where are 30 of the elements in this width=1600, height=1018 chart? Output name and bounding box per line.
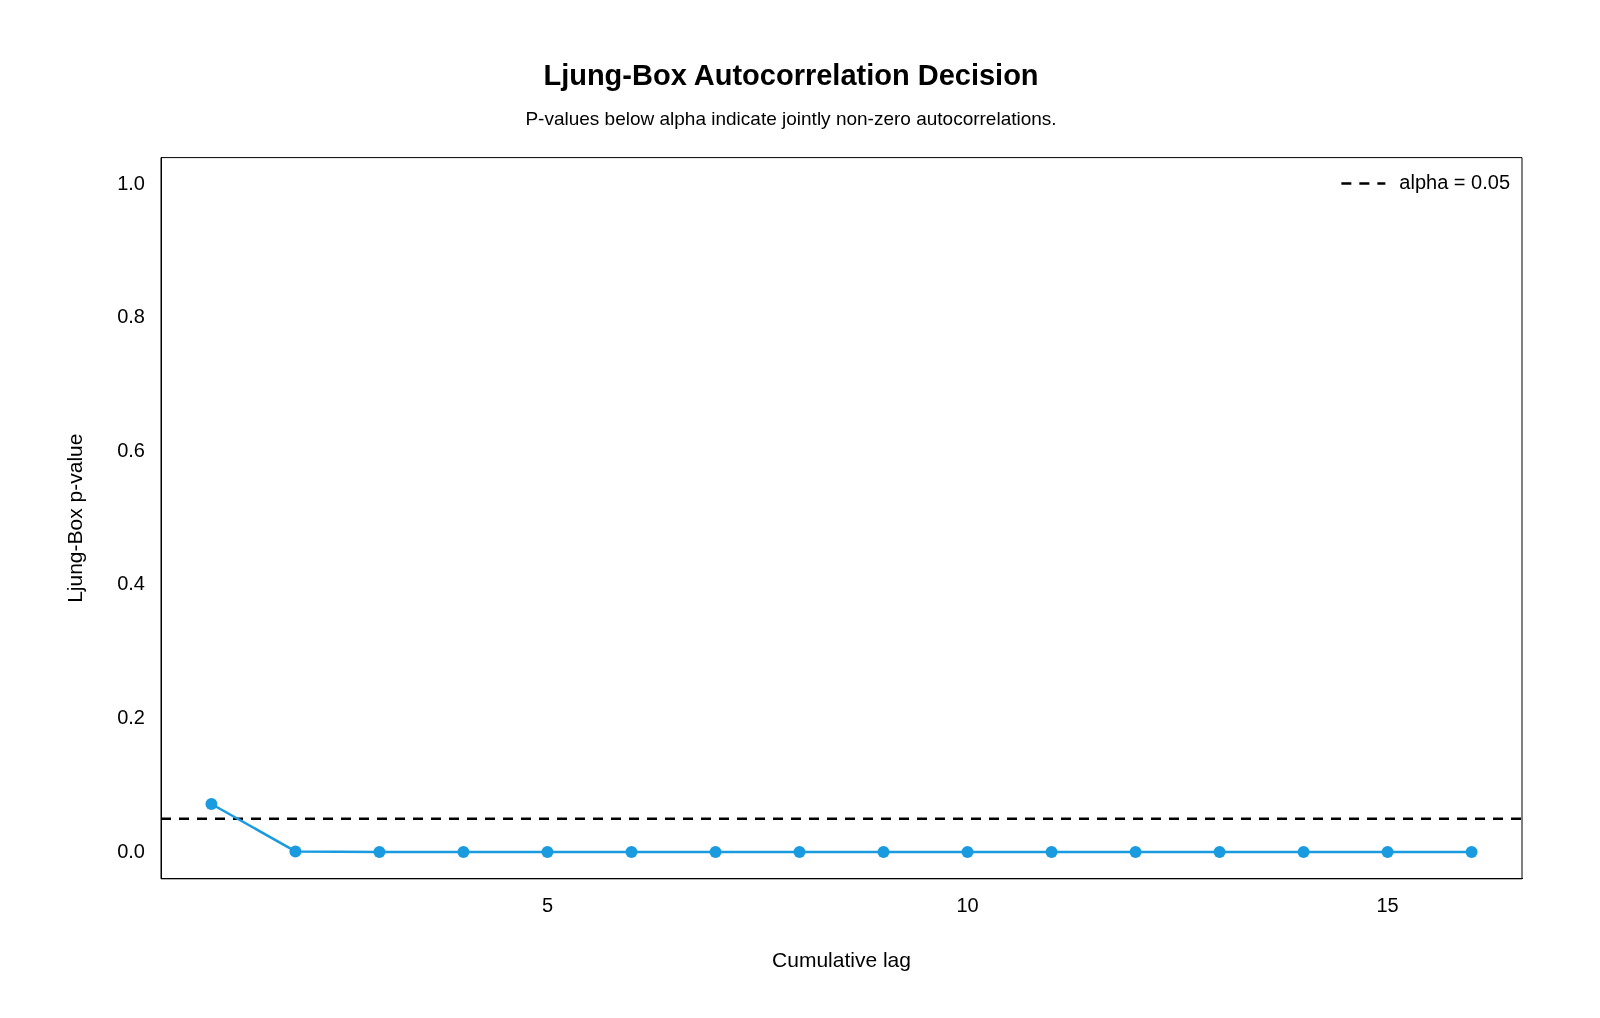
point — [625, 846, 638, 859]
point — [289, 845, 302, 858]
y-tick-label: 0.0 — [117, 839, 145, 862]
point — [205, 798, 218, 811]
y-tick-label: 0.6 — [117, 438, 145, 461]
point — [1465, 846, 1478, 859]
legend-label: alpha = 0.05 — [1399, 171, 1510, 194]
x-tick-label: 10 — [956, 894, 979, 917]
point — [793, 846, 806, 859]
y-tick-label: 0.2 — [117, 706, 145, 729]
x-axis-title: Cumulative lag — [772, 948, 911, 972]
point — [1297, 846, 1310, 859]
point — [1045, 846, 1058, 859]
point — [457, 846, 470, 859]
y-axis-title: Ljung-Box p-value — [63, 433, 87, 603]
point — [1213, 846, 1226, 859]
point — [1129, 846, 1142, 859]
chart-subtitle: P-values below alpha indicate jointly non-zero autocorrelations. — [525, 108, 1057, 130]
chart-title: Ljung-Box Autocorrelation Decision — [543, 59, 1039, 92]
y-tick-label: 1.0 — [117, 171, 145, 194]
point — [541, 846, 554, 859]
y-tick-label: 0.4 — [117, 572, 145, 595]
point — [1381, 846, 1394, 859]
point — [961, 846, 974, 859]
x-tick-label: 15 — [1376, 894, 1399, 917]
x-tick-label: 5 — [541, 894, 554, 917]
point — [373, 846, 386, 859]
y-tick-label: 0.8 — [117, 305, 145, 328]
point — [877, 846, 890, 859]
point — [709, 846, 722, 859]
